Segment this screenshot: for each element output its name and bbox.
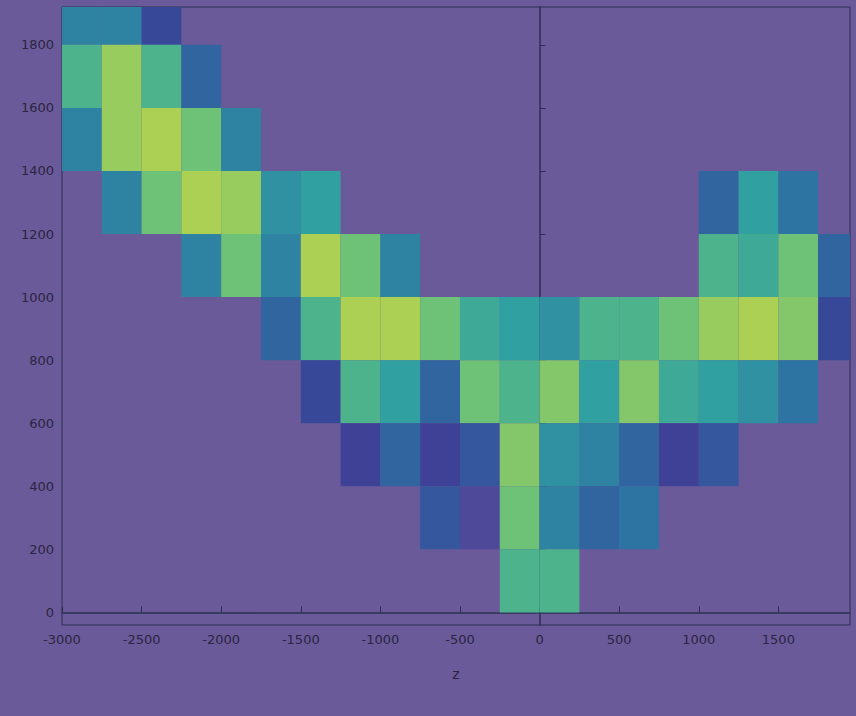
svg-text:-500: -500 xyxy=(445,632,475,647)
svg-text:-1500: -1500 xyxy=(282,632,320,647)
svg-text:1800: 1800 xyxy=(21,37,54,52)
svg-text:1600: 1600 xyxy=(21,100,54,115)
svg-text:1000: 1000 xyxy=(21,290,54,305)
svg-text:-2500: -2500 xyxy=(123,632,161,647)
svg-text:800: 800 xyxy=(29,353,54,368)
svg-text:-1000: -1000 xyxy=(361,632,399,647)
svg-text:1400: 1400 xyxy=(21,163,54,178)
svg-text:z: z xyxy=(452,666,459,682)
svg-text:1200: 1200 xyxy=(21,227,54,242)
svg-text:1500: 1500 xyxy=(762,632,795,647)
svg-text:-3000: -3000 xyxy=(43,632,81,647)
svg-text:1000: 1000 xyxy=(682,632,715,647)
svg-text:600: 600 xyxy=(29,416,54,431)
svg-text:0: 0 xyxy=(535,632,543,647)
svg-text:0: 0 xyxy=(46,605,54,620)
svg-text:400: 400 xyxy=(29,479,54,494)
svg-text:500: 500 xyxy=(607,632,632,647)
svg-text:200: 200 xyxy=(29,542,54,557)
svg-text:-2000: -2000 xyxy=(202,632,240,647)
